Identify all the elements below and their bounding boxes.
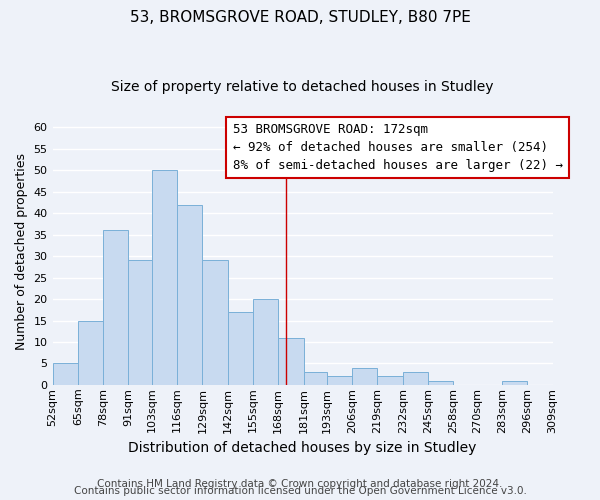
Bar [352,368,377,385]
Text: 53 BROMSGROVE ROAD: 172sqm
← 92% of detached houses are smaller (254)
8% of semi: 53 BROMSGROVE ROAD: 172sqm ← 92% of deta… [233,123,563,172]
Title: Size of property relative to detached houses in Studley: Size of property relative to detached ho… [112,80,494,94]
Bar [78,320,103,385]
Text: Contains public sector information licensed under the Open Government Licence v3: Contains public sector information licen… [74,486,526,496]
Bar [428,380,454,385]
X-axis label: Distribution of detached houses by size in Studley: Distribution of detached houses by size … [128,441,477,455]
Y-axis label: Number of detached properties: Number of detached properties [15,154,28,350]
Bar [152,170,177,385]
Bar [103,230,128,385]
Bar [327,376,352,385]
Bar [502,380,527,385]
Text: Contains HM Land Registry data © Crown copyright and database right 2024.: Contains HM Land Registry data © Crown c… [97,479,503,489]
Bar [53,364,78,385]
Bar [177,204,202,385]
Bar [377,376,403,385]
Bar [304,372,327,385]
Text: 53, BROMSGROVE ROAD, STUDLEY, B80 7PE: 53, BROMSGROVE ROAD, STUDLEY, B80 7PE [130,10,470,25]
Bar [253,299,278,385]
Bar [403,372,428,385]
Bar [128,260,152,385]
Bar [278,338,304,385]
Bar [227,312,253,385]
Bar [202,260,227,385]
